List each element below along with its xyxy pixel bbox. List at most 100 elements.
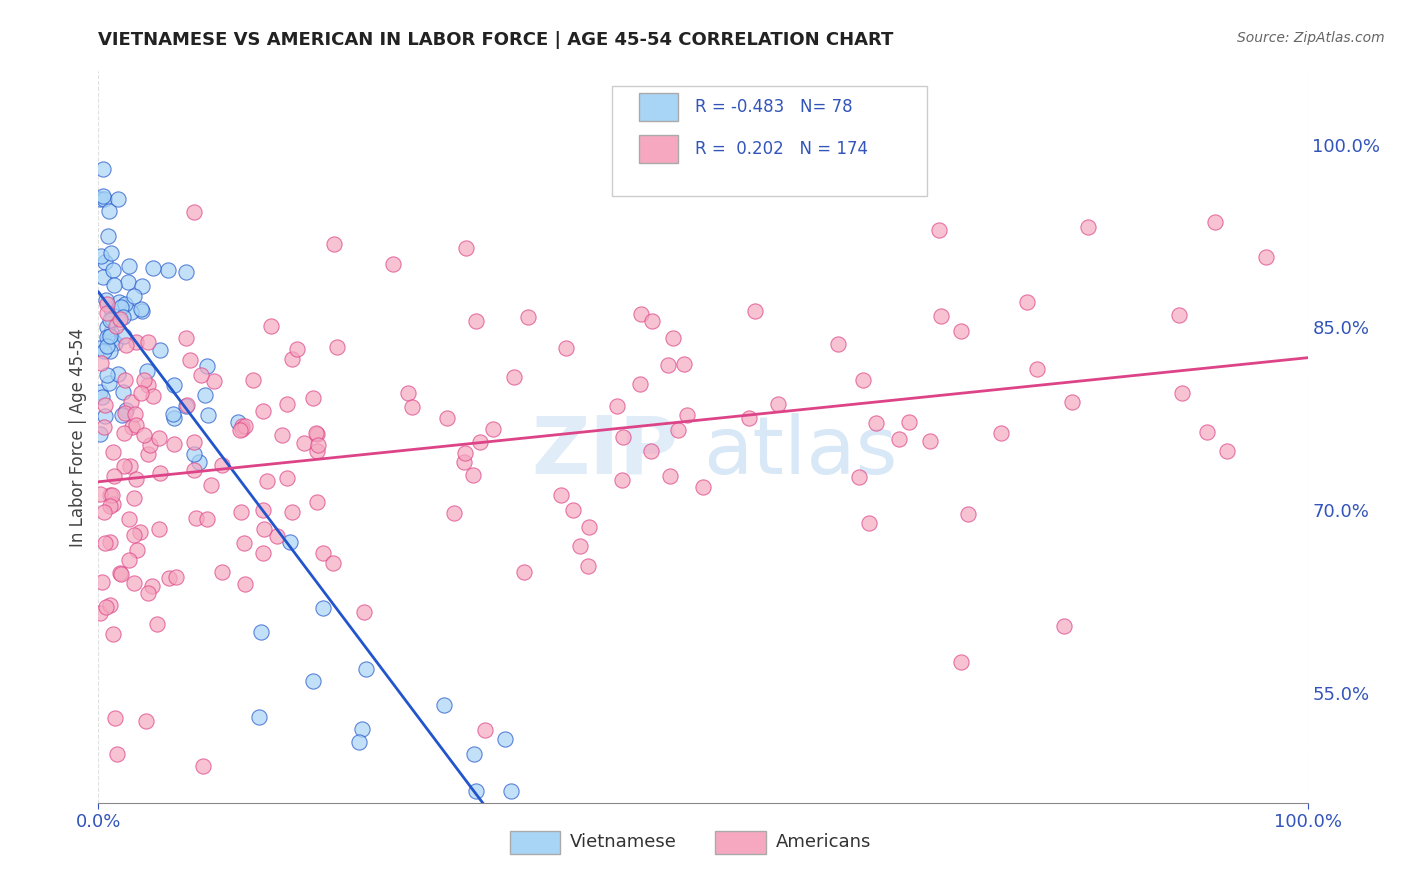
Point: [96, 368, 118, 383]
Point: [91, 270, 114, 285]
Point: [108, 294, 131, 309]
Point: [302, 391, 325, 405]
Point: [117, 512, 139, 526]
Point: [231, 419, 253, 434]
Point: [305, 425, 328, 440]
Point: [111, 310, 134, 324]
Point: [312, 546, 335, 560]
Point: [89, 341, 111, 355]
Point: [233, 576, 256, 591]
Point: [96, 330, 118, 344]
Point: [229, 505, 252, 519]
Point: [165, 570, 187, 584]
Text: VIETNAMESE VS AMERICAN IN LABOR FORCE | AGE 45-54 CORRELATION CHART: VIETNAMESE VS AMERICAN IN LABOR FORCE | …: [98, 31, 894, 49]
Point: [89, 427, 111, 442]
Point: [744, 303, 766, 318]
Point: [142, 261, 165, 276]
Point: [658, 469, 681, 483]
Point: [114, 406, 136, 420]
Point: [211, 458, 233, 472]
Point: [142, 389, 165, 403]
Bar: [638, 135, 678, 163]
Point: [90, 356, 112, 370]
Point: [101, 498, 124, 512]
Point: [456, 241, 478, 255]
Point: [125, 543, 148, 558]
Point: [125, 418, 148, 433]
Point: [628, 377, 651, 392]
Point: [256, 475, 278, 489]
Point: [103, 627, 125, 641]
Point: [138, 438, 160, 452]
Point: [148, 431, 170, 445]
Point: [666, 423, 689, 437]
Point: [461, 468, 484, 483]
Point: [436, 410, 458, 425]
Point: [111, 408, 134, 422]
Point: [110, 300, 132, 314]
Point: [468, 434, 491, 449]
Point: [98, 488, 121, 502]
Point: [101, 487, 124, 501]
Point: [111, 384, 134, 399]
Point: [163, 377, 186, 392]
Point: [96, 599, 118, 614]
Point: [101, 332, 124, 346]
Point: [107, 368, 129, 382]
Point: [1026, 362, 1049, 376]
Point: [90, 249, 112, 263]
Point: [858, 516, 880, 531]
Point: [259, 318, 281, 333]
Point: [641, 314, 664, 328]
Point: [281, 352, 304, 367]
Text: atlas: atlas: [703, 413, 897, 491]
Point: [91, 575, 114, 590]
Point: [1254, 250, 1277, 264]
Point: [162, 437, 184, 451]
Point: [249, 625, 271, 640]
Point: [1197, 425, 1219, 439]
Point: [124, 334, 146, 349]
Point: [98, 499, 121, 513]
Point: [120, 458, 142, 473]
Point: [252, 404, 274, 418]
Point: [513, 565, 536, 579]
Point: [94, 398, 117, 412]
Point: [271, 428, 294, 442]
Point: [576, 559, 599, 574]
Point: [307, 438, 329, 452]
Point: [463, 747, 485, 761]
Point: [662, 331, 685, 345]
Point: [98, 376, 121, 390]
Point: [96, 339, 118, 353]
Point: [89, 486, 111, 500]
Point: [101, 445, 124, 459]
Point: [247, 710, 270, 724]
Point: [194, 388, 217, 402]
Point: [93, 420, 115, 434]
Point: [323, 237, 346, 252]
Point: [179, 353, 201, 368]
Point: [156, 263, 179, 277]
Point: [233, 418, 256, 433]
Point: [120, 394, 142, 409]
Point: [276, 471, 298, 485]
Point: [112, 425, 135, 440]
Point: [157, 571, 180, 585]
Bar: [509, 830, 561, 854]
Text: Americans: Americans: [776, 833, 870, 851]
Point: [104, 319, 127, 334]
Point: [229, 423, 252, 437]
Point: [692, 480, 714, 494]
Point: [105, 747, 128, 761]
Point: [104, 711, 127, 725]
Point: [312, 600, 335, 615]
Point: [98, 535, 121, 549]
Point: [162, 407, 184, 421]
Point: [100, 246, 122, 260]
Text: Source: ZipAtlas.com: Source: ZipAtlas.com: [1237, 31, 1385, 45]
Point: [93, 344, 115, 359]
Point: [141, 579, 163, 593]
Point: [852, 373, 875, 387]
Point: [131, 304, 153, 318]
